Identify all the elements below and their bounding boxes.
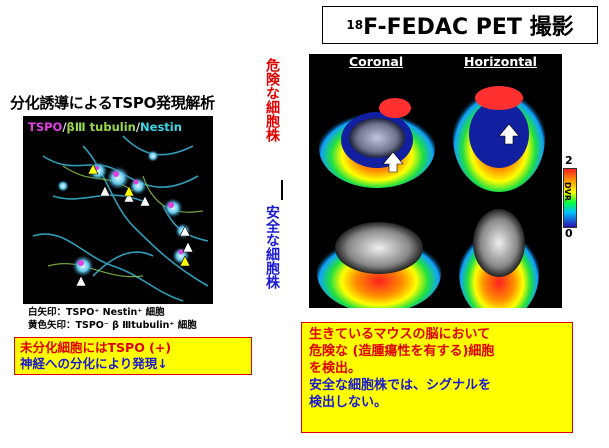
row-label-dangerous: 危険な細胞株 [264, 58, 280, 142]
summary-box-right: 生きているマウスの脳において 危険な (造腫瘍性を有する)細胞 を検出。 安全な… [301, 322, 573, 433]
white-arrow-note: 白矢印：TSPO⁺ Nestin⁺ 細胞 [28, 307, 165, 318]
colorbar [563, 168, 577, 228]
col-label-horizontal: Horizontal [464, 54, 537, 69]
colorbar-min: 0 [565, 227, 573, 240]
pet-image-panel: Coronal Horizontal [309, 54, 562, 308]
page-title: 18 F-FEDAC PET 撮影 [322, 6, 598, 44]
row-label-safe: 安全な細胞株 [264, 205, 280, 289]
col-label-coronal: Coronal [349, 54, 404, 69]
divider [281, 180, 283, 200]
colorbar-label: DVR [563, 182, 572, 201]
yellow-arrow-note: 黄色矢印：TSPO⁻ β Ⅲtubulin⁺ 細胞 [28, 320, 197, 331]
colorbar-max: 2 [565, 154, 573, 167]
section-heading: 分化誘導によるTSPO発現解析 [10, 94, 215, 112]
microscopy-image [23, 116, 213, 304]
summary-box-left: 未分化細胞にはTSPO (+) 神経への分化により発現↓ [14, 337, 252, 375]
arrow-notes: 白矢印：TSPO⁺ Nestin⁺ 細胞 黄色矢印：TSPO⁻ β Ⅲtubul… [28, 306, 197, 332]
micro-legend: TSPO/βⅢ tubulin/Nestin [28, 120, 182, 134]
